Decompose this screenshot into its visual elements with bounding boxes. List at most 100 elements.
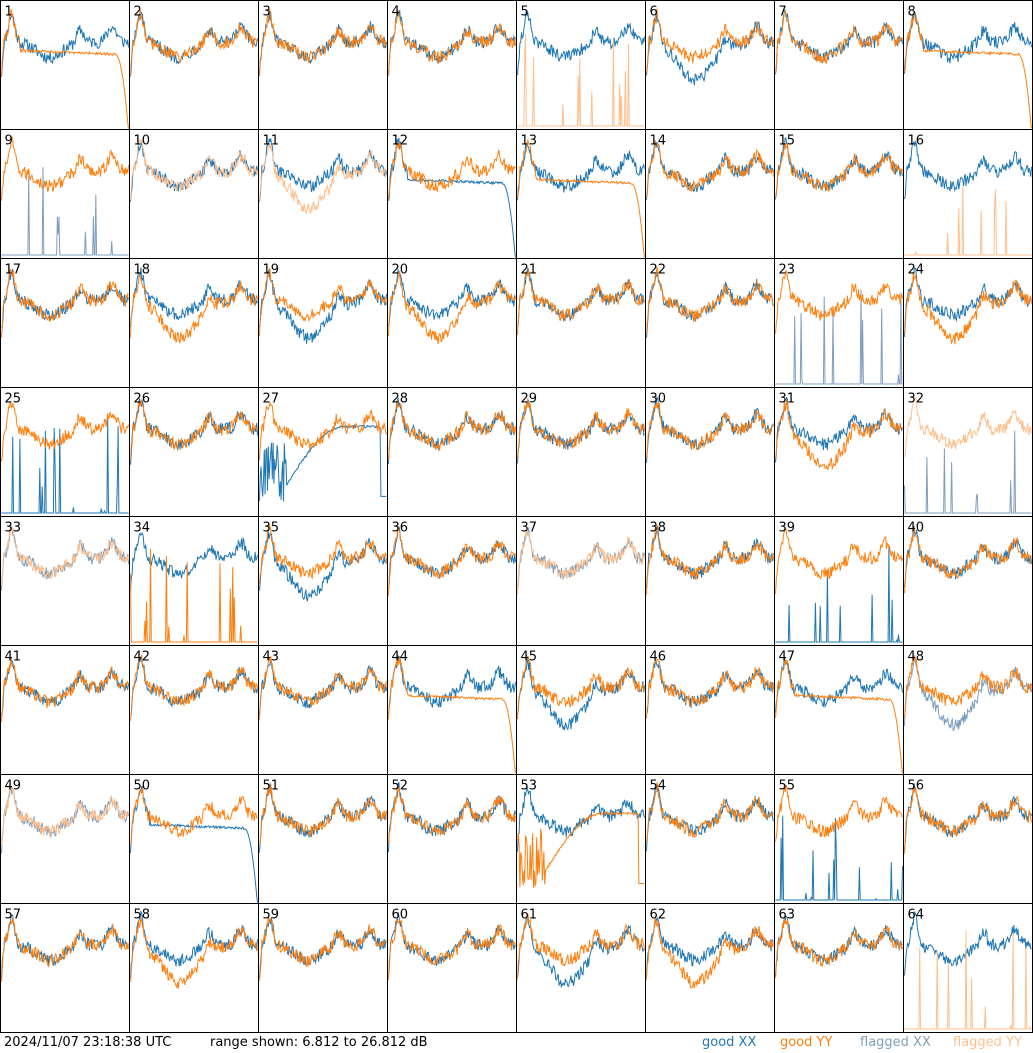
panel-label-56: 56	[908, 779, 925, 794]
series-yy-56	[904, 786, 1032, 854]
antenna-panel-54: 54	[645, 774, 775, 904]
series-yy-53	[517, 811, 645, 888]
series-xx-28	[388, 396, 516, 464]
panel-label-53: 53	[521, 779, 538, 794]
panel-frame-1	[0, 0, 130, 130]
series-xx-46	[646, 660, 774, 714]
antenna-panel-27: 27	[258, 387, 388, 517]
panel-label-41: 41	[5, 650, 22, 665]
panel-label-13: 13	[521, 134, 538, 149]
series-yy-18	[130, 273, 258, 344]
series-yy-57	[1, 917, 129, 983]
series-yy-44	[388, 657, 516, 774]
series-xx-45	[517, 657, 645, 731]
panel-label-22: 22	[650, 263, 667, 278]
series-xx-32	[904, 430, 1032, 514]
series-yy-4	[388, 10, 516, 76]
series-yy-46	[646, 658, 774, 719]
antenna-panel-47: 47	[774, 645, 904, 775]
panel-frame-51	[258, 774, 388, 904]
series-xx-44	[388, 655, 516, 715]
series-yy-25	[1, 401, 129, 462]
panel-label-33: 33	[5, 521, 22, 536]
panel-label-23: 23	[779, 263, 796, 278]
footer-bar: 2024/11/07 23:18:38 UTC range shown: 6.8…	[0, 1033, 1033, 1053]
panel-label-35: 35	[263, 521, 280, 536]
panel-label-3: 3	[263, 5, 271, 20]
legend-flagged-xx: flagged XX	[860, 1035, 931, 1050]
panel-label-27: 27	[263, 392, 280, 407]
panel-frame-50	[129, 774, 259, 904]
panel-label-60: 60	[392, 908, 409, 923]
antenna-panel-39: 39	[774, 516, 904, 646]
antenna-panel-38: 38	[645, 516, 775, 646]
panel-label-20: 20	[392, 263, 409, 278]
antenna-panel-21: 21	[516, 258, 646, 388]
series-yy-30	[646, 401, 774, 459]
series-yy-15	[775, 142, 903, 198]
panel-label-19: 19	[263, 263, 280, 278]
panel-frame-11	[258, 129, 388, 259]
antenna-panel-53: 53	[516, 774, 646, 904]
series-yy-8	[904, 11, 1032, 129]
antenna-panel-9: 9	[0, 129, 130, 259]
series-xx-16	[904, 140, 1032, 200]
antenna-panel-48: 48	[903, 645, 1033, 775]
antenna-panel-28: 28	[387, 387, 517, 517]
panel-frame-40	[903, 516, 1033, 646]
series-yy-1	[1, 9, 129, 129]
antenna-panel-3: 3	[258, 0, 388, 130]
series-yy-37	[517, 526, 645, 596]
panel-frame-9	[0, 129, 130, 259]
antenna-panel-15: 15	[774, 129, 904, 259]
series-yy-5	[517, 34, 645, 127]
series-yy-3	[259, 9, 387, 76]
series-xx-40	[904, 525, 1032, 588]
panel-frame-46	[645, 645, 775, 775]
series-xx-63	[775, 915, 903, 976]
panel-frame-8	[903, 0, 1033, 130]
panel-label-46: 46	[650, 650, 667, 665]
series-yy-28	[388, 400, 516, 460]
panel-frame-47	[774, 645, 904, 775]
antenna-panel-36: 36	[387, 516, 517, 646]
panel-frame-10	[129, 129, 259, 259]
panel-frame-56	[903, 774, 1033, 904]
antenna-panel-41: 41	[0, 645, 130, 775]
panel-frame-26	[129, 387, 259, 517]
antenna-panel-18: 18	[129, 258, 259, 388]
panel-label-10: 10	[134, 134, 151, 149]
panel-frame-22	[645, 258, 775, 388]
series-yy-50	[130, 787, 258, 845]
series-xx-13	[517, 143, 645, 201]
series-xx-17	[1, 268, 129, 328]
antenna-panel-62: 62	[645, 903, 775, 1033]
antenna-panel-14: 14	[645, 129, 775, 259]
series-yy-41	[1, 657, 129, 722]
series-yy-19	[259, 267, 387, 337]
antenna-panel-46: 46	[645, 645, 775, 775]
panel-label-7: 7	[779, 5, 787, 20]
series-xx-39	[775, 545, 903, 644]
antenna-panel-17: 17	[0, 258, 130, 388]
legend-good-yy: good YY	[780, 1035, 833, 1050]
timestamp-label: 2024/11/07 23:18:38 UTC	[4, 1035, 172, 1050]
panel-frame-34	[129, 516, 259, 646]
legend-good-xx: good XX	[702, 1035, 757, 1050]
series-yy-9	[1, 135, 129, 201]
panel-frame-55	[774, 774, 904, 904]
antenna-panel-63: 63	[774, 903, 904, 1033]
series-xx-14	[646, 139, 774, 200]
panel-label-47: 47	[779, 650, 796, 665]
series-yy-14	[646, 139, 774, 198]
antenna-panel-59: 59	[258, 903, 388, 1033]
series-yy-62	[646, 916, 774, 989]
antenna-panel-51: 51	[258, 774, 388, 904]
panel-frame-49	[0, 774, 130, 904]
series-xx-20	[388, 268, 516, 327]
series-xx-57	[1, 914, 129, 979]
panel-label-37: 37	[521, 521, 538, 536]
panel-label-40: 40	[908, 521, 925, 536]
panel-label-25: 25	[5, 392, 22, 407]
panel-frame-52	[387, 774, 517, 904]
